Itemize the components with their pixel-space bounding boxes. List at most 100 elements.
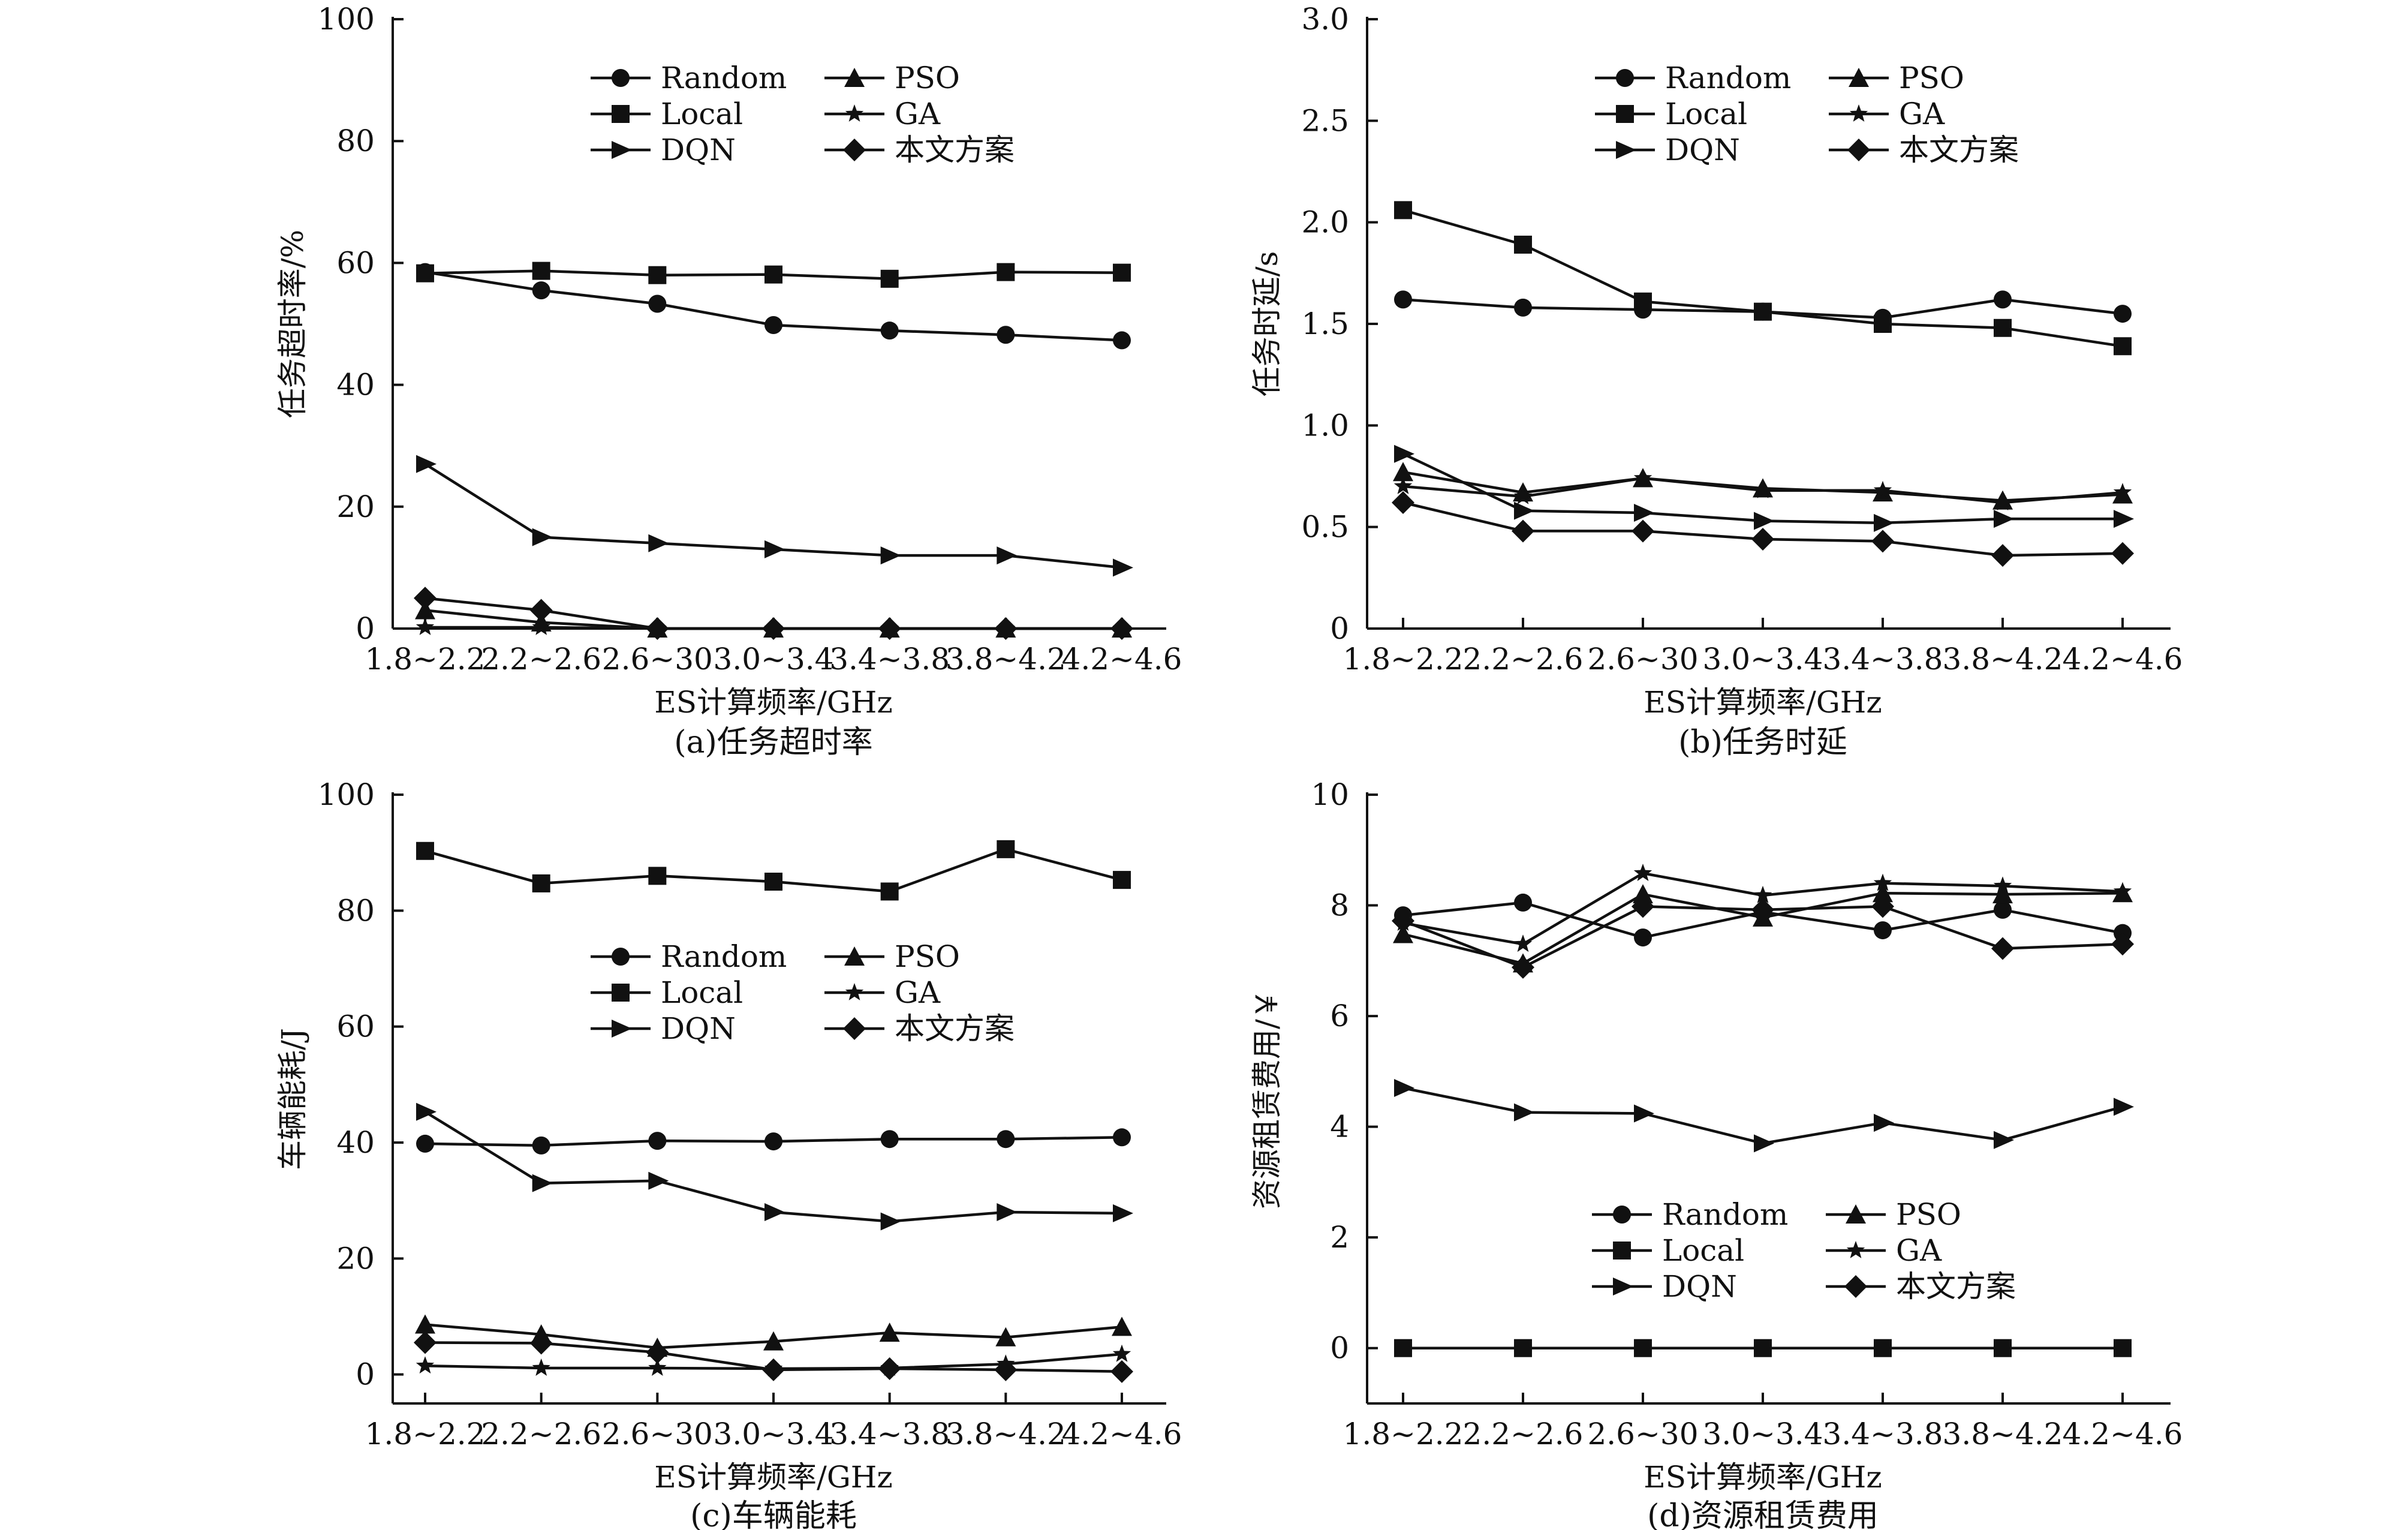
data-point	[1394, 1339, 1412, 1357]
data-point	[1110, 617, 1133, 640]
y-tick-label: 1.5	[1301, 306, 1349, 341]
y-axis-label: 车辆能耗/J	[275, 1028, 310, 1170]
x-tick-label: 3.4~3.8	[829, 642, 950, 677]
data-point	[997, 263, 1015, 281]
legend-label: PSO	[895, 939, 960, 974]
legend-marker	[612, 984, 630, 1002]
data-point	[764, 873, 782, 891]
data-point	[1991, 937, 2014, 960]
data-point	[416, 1134, 434, 1153]
legend-label: PSO	[1899, 61, 1964, 95]
data-point	[762, 617, 785, 640]
data-point	[1634, 928, 1652, 947]
data-point	[997, 546, 1018, 565]
legend-label: 本文方案	[1899, 133, 2019, 167]
y-tick-label: 2.0	[1301, 205, 1349, 240]
data-point	[648, 1171, 669, 1190]
chart-caption: (c)车辆能耗	[690, 1498, 857, 1530]
data-point	[1113, 331, 1131, 350]
data-point	[2114, 510, 2134, 528]
x-tick-label: 1.8~2.2	[1343, 642, 1464, 677]
data-point	[648, 867, 667, 885]
data-point	[997, 326, 1015, 344]
data-point	[1994, 318, 2012, 337]
x-tick-label: 2.2~2.6	[1463, 1417, 1584, 1451]
data-point	[1514, 235, 1532, 254]
legend-marker	[612, 1020, 632, 1038]
legend-label: Random	[661, 939, 787, 974]
y-tick-label: 0.5	[1301, 510, 1349, 545]
legend-label: GA	[895, 975, 941, 1010]
y-tick-label: 40	[336, 1125, 375, 1160]
x-tick-label: 3.4~3.8	[1823, 1417, 1943, 1451]
legend-label: Local	[1662, 1233, 1744, 1268]
y-tick-label: 60	[336, 245, 375, 280]
series-line	[1402, 1086, 2123, 1145]
data-point	[2114, 1098, 2134, 1116]
y-tick-label: 2	[1330, 1220, 1349, 1255]
series-triangle-right	[1394, 1079, 2134, 1153]
legend-label: DQN	[1662, 1269, 1737, 1304]
data-point	[1514, 298, 1532, 317]
x-tick-label: 4.2~4.6	[1062, 1417, 1182, 1451]
data-point	[2113, 882, 2132, 900]
legend-marker	[1849, 68, 1869, 87]
legend-marker	[1847, 139, 1870, 161]
data-point	[1754, 1339, 1772, 1357]
data-point	[764, 1203, 785, 1221]
series-diamond	[1392, 895, 2134, 979]
data-point	[2114, 337, 2132, 356]
data-point	[1634, 1104, 1654, 1123]
legend-label: 本文方案	[1896, 1269, 2016, 1304]
x-tick-label: 2.6~30	[1587, 642, 1698, 677]
data-point	[416, 1356, 435, 1374]
data-point	[1994, 900, 2012, 919]
legend-marker	[612, 141, 632, 159]
legend-label: Local	[661, 97, 743, 131]
data-point	[764, 265, 782, 284]
data-point	[994, 617, 1018, 640]
y-tick-label: 20	[336, 1241, 375, 1276]
data-point	[1113, 1128, 1131, 1147]
legend-marker	[843, 1017, 866, 1040]
data-point	[1514, 1103, 1534, 1122]
data-point	[415, 1314, 435, 1334]
y-tick-label: 10	[1311, 777, 1349, 812]
y-tick-label: 2.5	[1301, 103, 1349, 138]
y-tick-label: 60	[336, 1009, 375, 1044]
data-point	[997, 840, 1015, 858]
data-point	[1394, 1079, 1414, 1098]
data-point	[1994, 510, 2014, 528]
data-point	[1514, 501, 1534, 520]
data-point	[1393, 476, 1413, 494]
data-point	[1113, 871, 1131, 889]
x-axis-label: ES计算频率/GHz	[654, 685, 893, 720]
x-axis-label: ES计算频率/GHz	[1644, 1460, 1882, 1495]
data-point	[1513, 934, 1533, 952]
data-point	[1874, 921, 1892, 940]
data-point	[1994, 290, 2012, 309]
legend-label: Local	[1665, 97, 1747, 131]
data-point	[764, 1132, 782, 1151]
data-point	[1394, 444, 1414, 463]
chart-caption: (a)任务超时率	[674, 725, 873, 761]
y-axis-label: 任务超时率/%	[275, 230, 310, 418]
data-point	[880, 321, 899, 340]
data-point	[532, 618, 550, 635]
data-point	[1873, 883, 1893, 903]
data-point	[1514, 893, 1532, 912]
data-point	[1873, 873, 1892, 891]
x-tick-label: 1.8~2.2	[365, 1417, 486, 1451]
legend-marker	[1846, 1204, 1866, 1224]
legend-label: PSO	[1896, 1197, 1961, 1232]
y-tick-label: 80	[336, 893, 375, 928]
data-point	[1393, 924, 1413, 943]
data-point	[1874, 1114, 1894, 1132]
legend-label: GA	[1896, 1233, 1942, 1268]
data-point	[648, 1358, 667, 1376]
legend-marker	[1613, 1242, 1631, 1260]
